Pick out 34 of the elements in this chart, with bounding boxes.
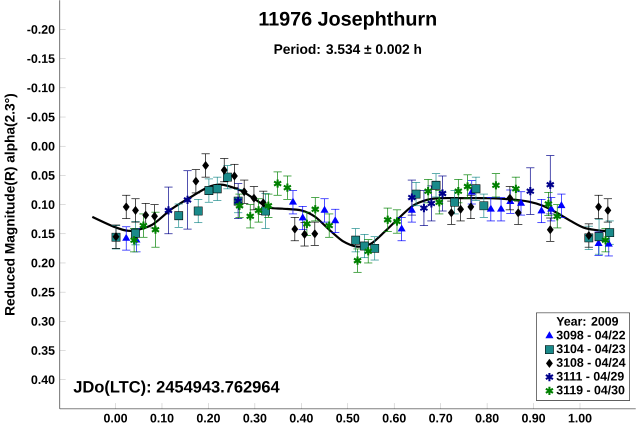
x-tick-label: 0.80 (476, 414, 499, 422)
legend-label: 3098 - 04/22 (556, 330, 626, 340)
x-tick-label: 0.10 (150, 414, 174, 422)
legend-label: 3108 - 04/24 (556, 358, 626, 367)
x-tick-label: 0.50 (336, 414, 360, 422)
y-tick-label: -0.05 (27, 112, 55, 122)
x-tick-label: 0.00 (104, 414, 128, 422)
y-tick-label: 0.20 (31, 258, 54, 268)
legend-title: Year: 2009 (556, 316, 618, 326)
x-tick-label: 0.40 (290, 414, 313, 422)
x-tick-label: 0.30 (243, 414, 266, 422)
x-tick-label: 1.00 (568, 414, 592, 422)
y-tick-label: 0.40 (31, 375, 54, 384)
y-tick-label: 0.15 (31, 229, 55, 238)
y-tick-label: -0.20 (27, 25, 54, 34)
y-tick-label: 0.25 (31, 288, 55, 296)
y-tick-label: -0.15 (27, 54, 55, 63)
y-tick-label: -0.10 (27, 83, 54, 92)
legend-label: 3104 - 04/23 (556, 344, 626, 354)
text: 11976 Josephthurn (260, 11, 436, 30)
y-tick-label: 0.10 (31, 200, 54, 209)
annotation: JDo(LTC): 2454943.762964 (74, 380, 280, 396)
y-tick-label: 0.00 (31, 142, 54, 151)
text: Period: 3.534 ± 0.002 h (274, 44, 422, 54)
y-axis-title: Reduced Magnitude(R) alpha(2.3°) (4, 94, 18, 315)
y-tick-label: 0.35 (31, 346, 55, 355)
x-tick-label: 0.60 (382, 414, 406, 422)
x-tick-label: 0.70 (429, 414, 452, 422)
y-tick-label: 0.30 (31, 316, 54, 326)
x-tick-label: 0.20 (196, 414, 220, 422)
x-tick-label: 0.90 (522, 414, 546, 422)
y-tick-label: 0.05 (31, 170, 55, 180)
legend-label: 3111 - 04/29 (556, 372, 624, 381)
legend-label: 3119 - 04/30 (556, 385, 624, 394)
